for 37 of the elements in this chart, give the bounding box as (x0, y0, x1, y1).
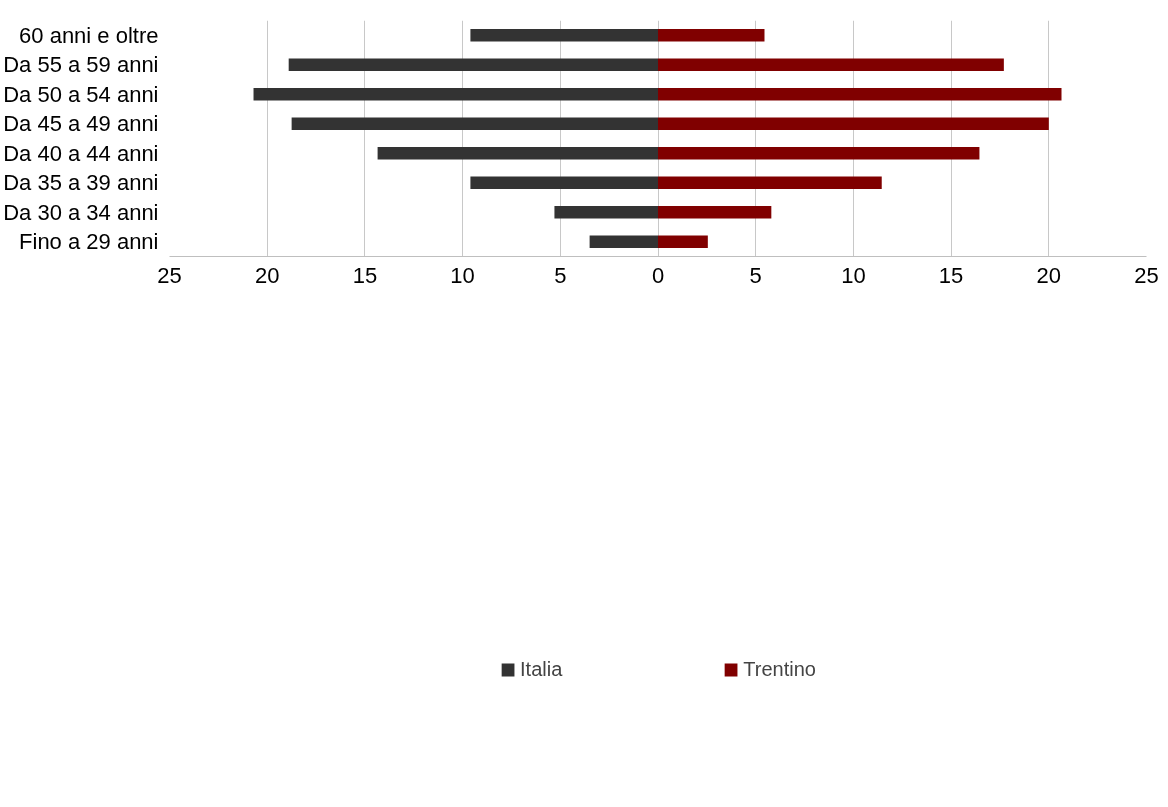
x-tick-label: 20 (254, 262, 280, 288)
y-tick-label: Da 30 a 34 anni (3, 199, 159, 225)
y-tick-label: Da 45 a 49 anni (3, 111, 159, 137)
bar (554, 206, 658, 219)
bar (470, 29, 658, 42)
y-tick-label: 60 anni e oltre (19, 22, 159, 48)
bar (253, 88, 658, 101)
bar (589, 235, 658, 248)
x-tick-label: 15 (938, 262, 964, 288)
x-tick-label: 25 (1134, 262, 1159, 288)
y-tick-label: Da 35 a 39 anni (3, 170, 159, 196)
x-tick-label: 20 (1036, 262, 1062, 288)
bar (658, 29, 765, 42)
legend-label: Italia (520, 657, 563, 681)
bar (658, 117, 1049, 130)
bar (658, 58, 1004, 71)
x-tick-label: 15 (352, 262, 378, 288)
bar (288, 58, 658, 71)
x-tick-label: 10 (450, 262, 475, 288)
x-tick-label: 5 (554, 262, 567, 288)
legend-label: Trentino (743, 657, 816, 681)
x-tick-label: 25 (157, 262, 182, 288)
y-tick-label: Da 50 a 54 anni (3, 81, 159, 107)
y-tick-label: Da 55 a 59 anni (3, 52, 159, 78)
bar (658, 88, 1062, 101)
x-tick-label: 10 (841, 262, 866, 288)
y-tick-label: Fino a 29 anni (19, 229, 159, 255)
bar (658, 147, 980, 160)
bar (658, 206, 772, 219)
bar (658, 176, 882, 189)
bar (377, 147, 658, 160)
x-tick-label: 5 (749, 262, 762, 288)
bar (291, 117, 658, 130)
bar (470, 176, 658, 189)
x-tick-label: 0 (651, 262, 665, 288)
y-tick-label: Da 40 a 44 anni (3, 140, 159, 166)
bar (658, 235, 708, 248)
